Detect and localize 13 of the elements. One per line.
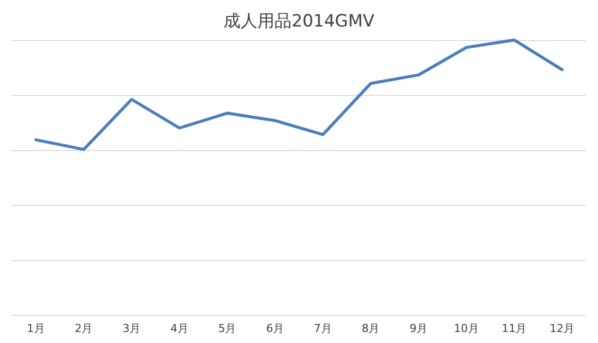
x-tick-label: 6月 (266, 322, 284, 335)
x-tick-label: 11月 (502, 322, 527, 335)
x-tick-label: 10月 (454, 322, 479, 335)
x-tick-label: 12月 (550, 322, 575, 335)
x-tick-label: 4月 (170, 322, 188, 335)
x-tick-label: 7月 (314, 322, 332, 335)
x-tick-label: 8月 (362, 322, 380, 335)
x-tick-label: 3月 (122, 322, 141, 335)
x-tick-label: 9月 (410, 322, 428, 335)
chart-title: 成人用品2014GMV (224, 12, 375, 32)
x-tick-label: 2月 (74, 322, 93, 335)
x-tick-label: 5月 (218, 322, 236, 335)
x-tick-label: 1月 (26, 322, 45, 335)
